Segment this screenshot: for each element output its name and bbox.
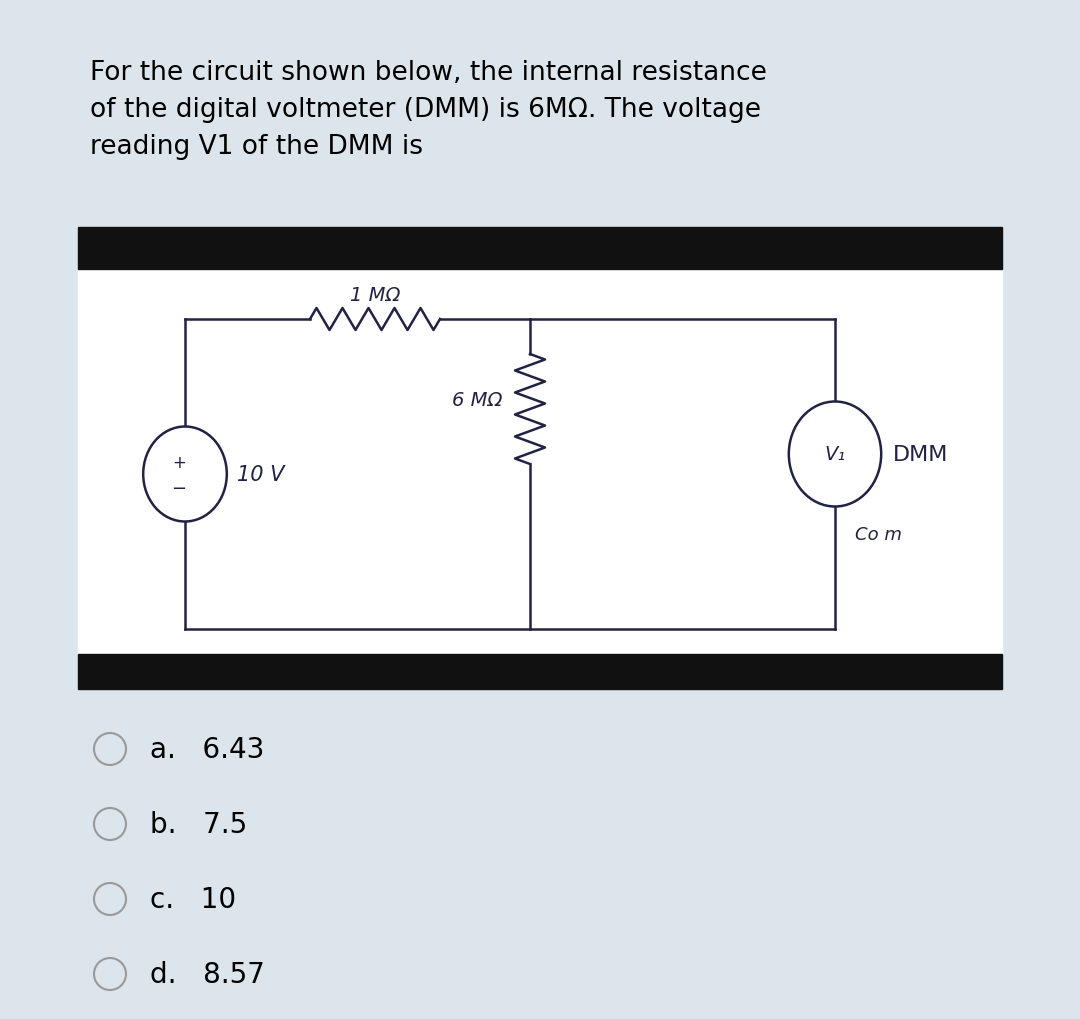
Text: 6 MΩ: 6 MΩ [451,390,502,409]
Text: 1 MΩ: 1 MΩ [350,285,401,305]
Text: −: − [172,480,187,497]
Text: 10 V: 10 V [237,465,284,484]
Text: b.   7.5: b. 7.5 [150,810,247,839]
Text: DMM: DMM [893,444,948,465]
Text: Co m: Co m [855,526,902,543]
Circle shape [94,808,126,841]
Ellipse shape [788,403,881,507]
Bar [78,228,1002,270]
Text: c.   10: c. 10 [150,886,237,913]
Circle shape [94,883,126,915]
Ellipse shape [144,427,227,522]
Circle shape [94,734,126,765]
Text: d.   8.57: d. 8.57 [150,960,265,988]
Text: For the circuit shown below, the internal resistance
of the digital voltmeter (D: For the circuit shown below, the interna… [90,60,767,160]
Circle shape [94,958,126,990]
Text: V₁: V₁ [824,445,846,464]
Text: a.   6.43: a. 6.43 [150,736,265,763]
Text: +: + [172,453,186,472]
Bar [78,654,1002,689]
Bar [78,270,1002,654]
